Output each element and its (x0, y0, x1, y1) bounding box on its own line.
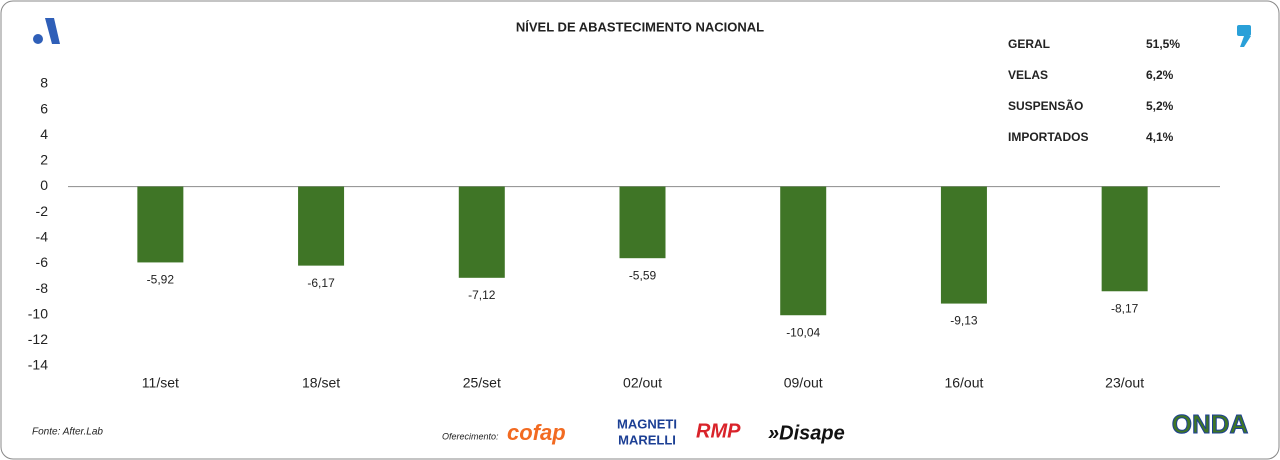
x-tick-label: 25/set (463, 375, 501, 391)
bar (780, 186, 827, 316)
value-label: -8,17 (1111, 301, 1139, 315)
summary-value: 5,2% (1146, 99, 1174, 113)
y-tick-label: -4 (36, 229, 49, 245)
value-label: -5,92 (147, 273, 175, 287)
x-tick-label: 02/out (623, 375, 662, 391)
source: Fonte: After.Lab (32, 427, 103, 438)
y-tick-label: -6 (36, 254, 49, 270)
brand-logo: ONDA (1172, 409, 1249, 439)
value-label: -7,12 (468, 288, 496, 302)
bar (458, 186, 505, 278)
sponsor-logo: MARELLI (618, 432, 676, 447)
x-tick-label: 16/out (944, 375, 983, 391)
value-label: -9,13 (950, 314, 978, 328)
y-tick-label: 8 (40, 75, 48, 91)
y-tick-label: 4 (40, 126, 48, 142)
x-tick-label: 11/set (142, 375, 179, 391)
y-tick-label: 2 (40, 152, 48, 168)
y-tick-label: -14 (28, 357, 48, 373)
summary-value: 6,2% (1146, 68, 1174, 82)
sponsor-label: Oferecimento: (442, 431, 499, 441)
sponsor-logo: MAGNETI (617, 416, 677, 431)
bar (1101, 186, 1148, 292)
x-tick-label: 09/out (784, 375, 823, 391)
sponsor-logo: cofap (507, 420, 566, 445)
y-tick-label: -10 (28, 305, 48, 321)
bar (298, 186, 345, 266)
y-tick-label: 6 (40, 100, 48, 116)
logo-right (1237, 25, 1251, 47)
value-label: -5,59 (629, 268, 657, 282)
y-tick-label: -2 (36, 203, 49, 219)
summary-label: SUSPENSÃO (1008, 98, 1083, 113)
bar (137, 186, 184, 263)
value-label: -6,17 (307, 276, 335, 290)
y-tick-label: -12 (28, 331, 48, 347)
chart-title: NÍVEL DE ABASTECIMENTO NACIONAL (516, 19, 764, 34)
sponsor-logo: »Disape (768, 422, 845, 444)
bar (940, 186, 987, 304)
summary-label: GERAL (1008, 37, 1050, 51)
logo-left (33, 18, 60, 44)
bar (619, 186, 666, 259)
sponsor-logo: RMP (696, 420, 741, 442)
value-label: -10,04 (786, 325, 820, 339)
x-tick-label: 23/out (1105, 375, 1144, 391)
summary-value: 51,5% (1146, 37, 1180, 51)
summary-value: 4,1% (1146, 130, 1174, 144)
y-tick-label: -8 (36, 280, 49, 296)
y-tick-label: 0 (40, 177, 48, 193)
x-tick-label: 18/set (302, 375, 340, 391)
summary-label: IMPORTADOS (1008, 130, 1088, 144)
summary-label: VELAS (1008, 68, 1048, 82)
